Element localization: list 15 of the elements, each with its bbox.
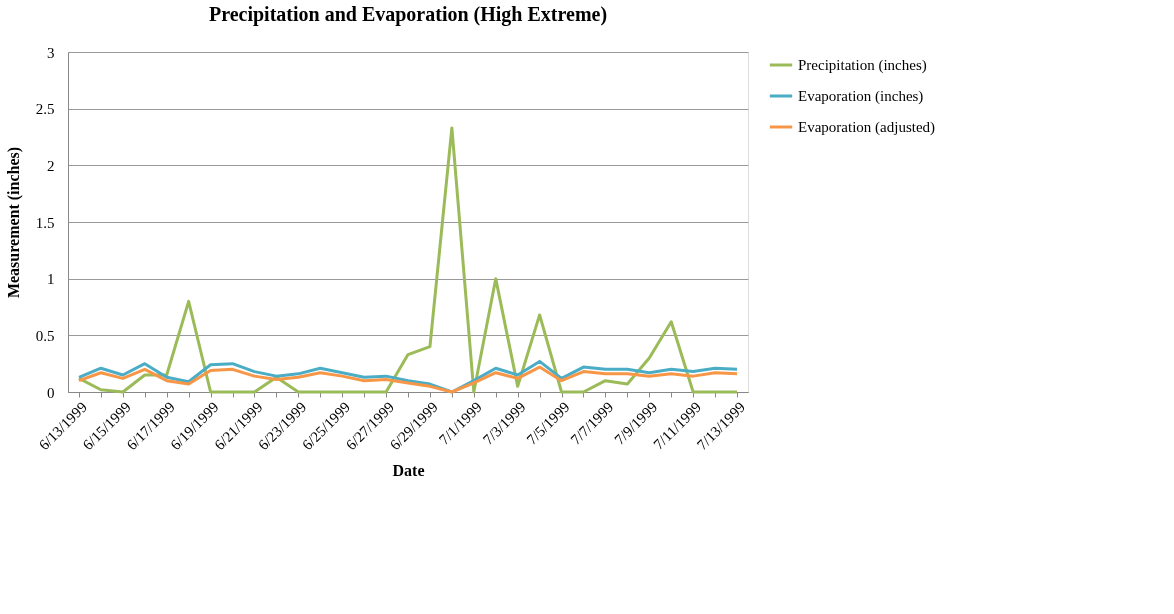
y-tick-label: 1.5 xyxy=(35,214,55,231)
line-series xyxy=(77,126,739,394)
y-tick-label: 0 xyxy=(47,384,55,401)
legend-label: Evaporation (inches) xyxy=(798,88,924,105)
y-tick-label: 2 xyxy=(47,157,55,174)
x-axis-title: Date xyxy=(392,462,425,480)
chart-title: Precipitation and Evaporation (High Extreme) xyxy=(208,3,608,26)
legend-label: Precipitation (inches) xyxy=(798,57,927,74)
y-tick-label: 0.5 xyxy=(35,327,55,344)
y-tick-label: 1 xyxy=(47,271,55,288)
y-axis-title: Measurement (inches) xyxy=(4,146,23,299)
y-tick-label: 2.5 xyxy=(35,101,55,118)
legend-label: Evaporation (adjusted) xyxy=(798,119,936,136)
y-tick-label: 3 xyxy=(47,44,55,61)
line-series xyxy=(77,365,739,394)
